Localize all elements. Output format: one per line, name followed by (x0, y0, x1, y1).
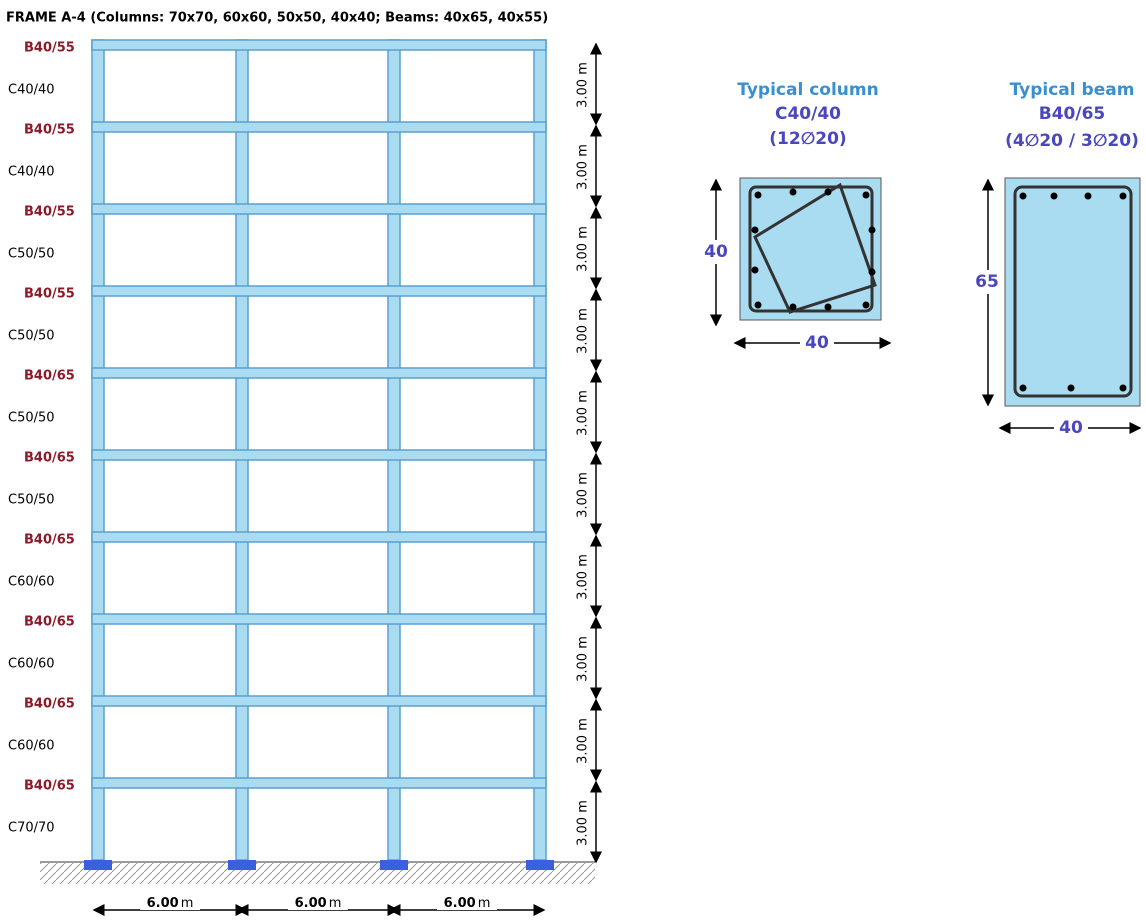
dim-bg (140, 896, 200, 910)
story-height: 3.00 m (576, 144, 591, 190)
story-height: 3.00 m (576, 800, 591, 846)
beam (91, 531, 547, 543)
beam-label: B40/65 (24, 779, 75, 794)
tie (753, 182, 877, 314)
column-label: C60/60 (8, 657, 55, 672)
beam-label: B40/55 (24, 205, 75, 220)
story-height: 3.00 m (576, 62, 591, 108)
beam (91, 203, 547, 215)
beam-label: B40/65 (24, 533, 75, 548)
beam (91, 285, 547, 297)
story-height: 3.00 m (576, 390, 591, 436)
beam-label: B40/55 (24, 287, 75, 302)
beam-label: B40/55 (24, 41, 75, 56)
footing (84, 860, 112, 870)
beam-label: B40/65 (24, 615, 75, 630)
bay-value: 6.00 (295, 896, 327, 911)
beam (91, 613, 547, 625)
column-label: C40/40 (775, 104, 841, 124)
rebars (751, 188, 876, 311)
beam-title: Typical beam (1010, 80, 1135, 100)
column-label: C40/40 (8, 165, 55, 180)
story-height: 3.00 m (576, 636, 591, 682)
bay-width: 6.00 m (147, 896, 194, 911)
rebars (1019, 192, 1127, 392)
bay-unit: m (329, 896, 342, 911)
column-label: C50/50 (8, 493, 55, 508)
beam (91, 695, 547, 707)
beam-width: 40 (1059, 418, 1083, 438)
beam-section: Typical beam B40/65 (4∅20 / 3∅20) 65 40 (973, 80, 1142, 439)
title: FRAME A-4 (Columns: 70x70, 60x60, 50x50,… (6, 11, 548, 26)
column-label: C60/60 (8, 739, 55, 754)
beam-label: B40/65 (24, 369, 75, 384)
beam (91, 777, 547, 789)
bay-value: 6.00 (147, 896, 179, 911)
bay-value: 6.00 (444, 896, 476, 911)
column-reinforcement: (12∅20) (769, 129, 846, 149)
story-height: 3.00 m (576, 718, 591, 764)
story-height: 3.00 m (576, 226, 591, 272)
bay-unit: m (181, 896, 194, 911)
bay-width: 6.00 m (444, 896, 491, 911)
column-width: 40 (805, 333, 829, 353)
footing (380, 860, 408, 870)
beam (91, 121, 547, 133)
ground (40, 862, 595, 884)
column-section: Typical column C40/40 (12∅20) ​ 40 40 (702, 80, 892, 354)
story-height: 3.00 m (576, 554, 591, 600)
column-label: C50/50 (8, 247, 55, 262)
column-label: C60/60 (8, 575, 55, 590)
beam (91, 39, 547, 51)
dim-bg (288, 896, 348, 910)
footing (526, 860, 554, 870)
bay-unit: m (478, 896, 491, 911)
column-height: 40 (704, 242, 728, 262)
beam-label: B40/55 (24, 123, 75, 138)
beam-label: B40/65 (1039, 104, 1105, 124)
column-title: Typical column (737, 80, 878, 100)
beam-label: B40/65 (24, 451, 75, 466)
bay-width: 6.00 m (295, 896, 342, 911)
column-label: C50/50 (8, 411, 55, 426)
column-label: C50/50 (8, 329, 55, 344)
beam-label: B40/65 (24, 697, 75, 712)
footing (228, 860, 256, 870)
column-label: C40/40 (8, 83, 55, 98)
column-label: C70/70 (8, 821, 55, 836)
dim-bg (437, 896, 497, 910)
stirrup (748, 185, 874, 313)
story-height: 3.00 m (576, 308, 591, 354)
frame: B40/55 C40/40 3.00 m B40/55 C40/40 3.00 m B40/… (8, 39, 602, 916)
beam-reinforcement: (4∅20 / 3∅20) (1005, 131, 1139, 151)
beam (91, 367, 547, 379)
beam (91, 449, 547, 461)
beam-height: 65 (975, 272, 999, 292)
stirrup (1013, 185, 1133, 398)
beam-concrete (1004, 177, 1141, 407)
story-height: 3.00 m (576, 472, 591, 518)
